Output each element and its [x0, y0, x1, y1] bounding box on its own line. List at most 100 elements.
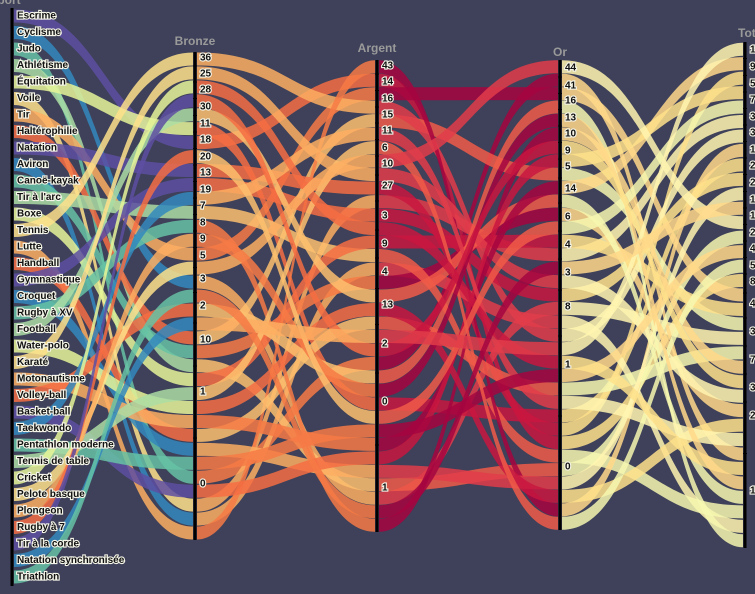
category-label: Natation [17, 143, 57, 154]
ribbon [14, 207, 193, 387]
category-label: Rugby à XV [17, 308, 73, 319]
ribbon [379, 154, 558, 465]
category-label: Plongeon [17, 506, 63, 517]
category-label: 28 [200, 85, 212, 96]
category-label: 123 [750, 45, 755, 56]
category-label: 15 [382, 110, 394, 121]
ribbon [197, 233, 375, 397]
ribbon [379, 140, 558, 357]
category-label: Judo [17, 44, 41, 55]
ribbon [197, 80, 375, 236]
category-label: 36 [750, 327, 755, 338]
category-label: 2 [200, 301, 206, 312]
category-label: 22 [750, 228, 755, 239]
ribbon [197, 219, 375, 532]
ribbon [14, 303, 193, 402]
category-label: 3 [565, 268, 571, 279]
category-label: 3 [200, 274, 206, 285]
ribbon [14, 219, 193, 320]
category-label: Triathlon [17, 572, 59, 583]
dimension-title: Total [738, 26, 755, 40]
category-label: 27 [382, 181, 394, 192]
category-label: 10 [382, 159, 394, 170]
category-label: Motonautisme [17, 374, 85, 385]
category-label: 41 [565, 81, 577, 92]
category-label: Natation synchronisée [17, 555, 125, 566]
ribbon [562, 113, 743, 490]
category-label: 9 [200, 234, 206, 245]
category-label: 1 [382, 483, 388, 494]
category-label: Cyclisme [17, 27, 61, 38]
ribbon [197, 414, 375, 451]
category-label: 38 [750, 112, 755, 123]
category-label: 57 [750, 79, 755, 90]
dimension-title: Bronze [175, 34, 216, 48]
ribbon [379, 181, 558, 451]
category-label: 13 [382, 300, 394, 311]
ribbon [197, 205, 375, 263]
ribbon [379, 60, 558, 168]
category-label: 30 [200, 102, 212, 113]
ribbon [562, 140, 743, 389]
category-label: 13 [565, 113, 577, 124]
ribbon [197, 108, 375, 303]
category-label: 14 [382, 77, 394, 88]
category-label: Pentathlon moderne [17, 440, 114, 451]
category-label: Tir à la corde [17, 539, 80, 550]
ribbon [562, 42, 743, 356]
ribbon [197, 66, 375, 182]
category-label: Cricket [17, 473, 52, 484]
ribbon [14, 150, 193, 535]
ribbon [197, 262, 375, 526]
ribbon [197, 302, 375, 415]
ribbon [562, 234, 743, 316]
category-label: 24 [750, 161, 755, 172]
ribbon [14, 94, 193, 551]
ribbon [562, 201, 743, 275]
category-label: 16 [382, 94, 394, 105]
category-label: 71 [750, 95, 755, 106]
ribbon [562, 158, 743, 423]
category-label: 44 [750, 299, 755, 310]
ribbon [562, 100, 743, 235]
category-label: Lutte [17, 242, 42, 253]
ribbon [379, 168, 558, 289]
ribbon [14, 289, 193, 584]
category-label: 3 [750, 383, 755, 394]
category-label: Haltérophilie [17, 126, 78, 137]
category-label: 15 [750, 145, 755, 156]
ribbon [379, 221, 558, 424]
category-label: 4 [565, 240, 571, 251]
ribbon [379, 222, 558, 369]
ribbon [14, 52, 193, 237]
ribbon [379, 60, 558, 517]
ribbon [197, 52, 375, 114]
category-label: Tir à l'arc [17, 192, 61, 203]
category-label: 1 [200, 387, 206, 398]
category-label: Karaté [17, 357, 49, 368]
category-label: 18 [200, 135, 212, 146]
ribbon [562, 355, 743, 475]
category-label: 2 [750, 411, 755, 422]
category-label: 44 [565, 63, 577, 74]
ribbon [14, 177, 193, 287]
category-label: 16 [565, 96, 577, 107]
category-label: 6 [565, 212, 571, 223]
ribbon [197, 442, 375, 478]
category-label: 7 [750, 355, 755, 366]
category-label: 5 [750, 261, 755, 272]
ribbon [14, 191, 193, 219]
ribbon [562, 245, 743, 383]
dimension-bars [10, 8, 747, 586]
category-label: 8 [750, 277, 755, 288]
category-label: 0 [565, 462, 571, 473]
category-label: Volley-ball [17, 390, 66, 401]
category-label: 8 [565, 302, 571, 313]
ribbon [379, 100, 558, 384]
category-label: 14 [565, 184, 577, 195]
category-label: 43 [382, 61, 394, 72]
dimension-title: Argent [358, 41, 397, 55]
dimension-title: Sport [0, 0, 21, 7]
